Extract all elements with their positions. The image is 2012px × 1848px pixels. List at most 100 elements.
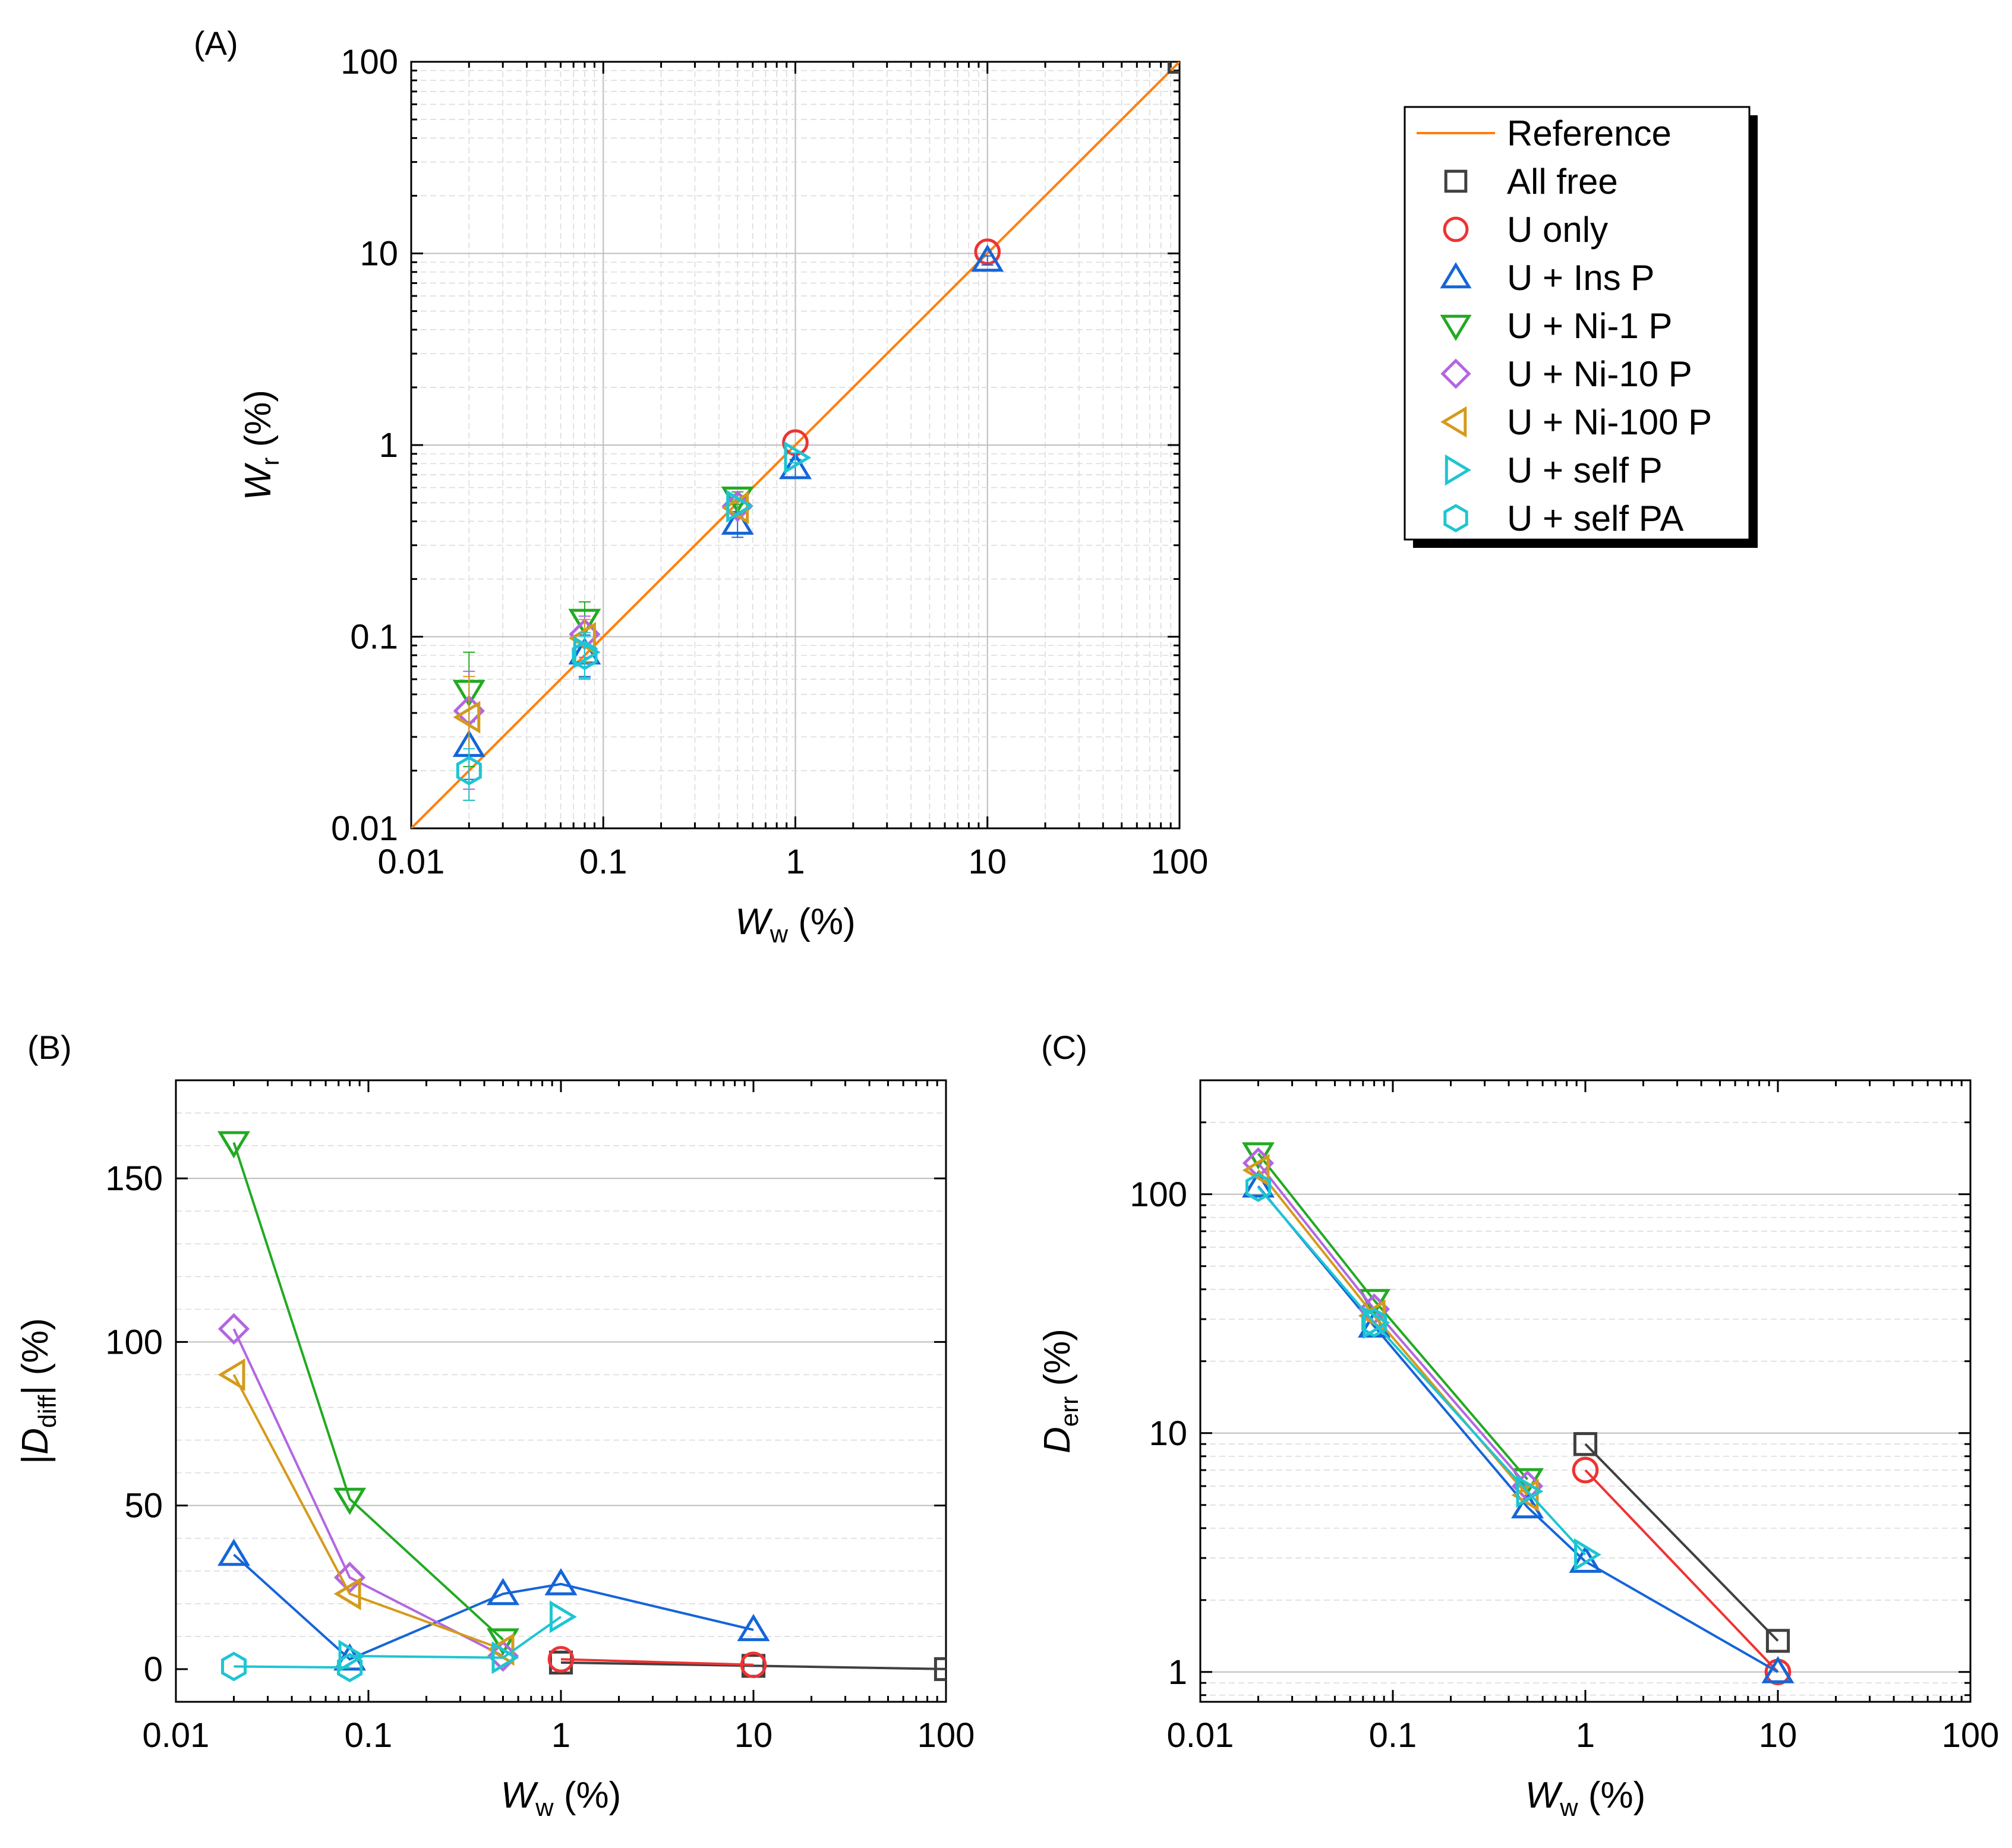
series-line	[1257, 1153, 1529, 1480]
data-point-u-self-p	[491, 1641, 519, 1674]
legend-entry-reference: Reference	[1417, 113, 1672, 153]
x-tick-label: 0.1	[345, 1716, 393, 1755]
legend-label: U only	[1507, 210, 1608, 250]
y-axis-label: Wr (%)	[238, 390, 284, 500]
data-point-all-free	[1167, 62, 1180, 74]
y-axis-label: |Ddiff| (%)	[15, 1318, 61, 1464]
x-tick-label: 1	[551, 1716, 570, 1755]
y-tick-label: 0.1	[350, 618, 398, 657]
series-line	[560, 1658, 754, 1666]
series-u-self-pa	[456, 636, 598, 801]
x-tick-label: 100	[1942, 1716, 2000, 1755]
series-line	[1257, 1186, 1376, 1324]
legend-entry-u-self-p: U + self P	[1445, 450, 1663, 490]
legend-marker-u-ni-100-p	[1440, 406, 1467, 438]
data-point-u-self-p	[1516, 1475, 1544, 1508]
legend-label: U + Ni-1 P	[1507, 306, 1672, 346]
plot-frame	[1199, 1079, 1972, 1703]
series-u-self-pa	[221, 1651, 363, 1683]
y-tick-label: 1	[1168, 1653, 1187, 1692]
series-line	[560, 1661, 946, 1670]
plot-area	[217, 1131, 946, 1683]
legend-marker-u-self-pa	[1443, 504, 1468, 532]
legend-entry-u-ni-1-p: U + Ni-1 P	[1440, 306, 1672, 346]
x-tick-label: 0.1	[579, 843, 627, 881]
panel-label: (C)	[1041, 1029, 1087, 1066]
x-tick-label: 0.01	[143, 1716, 210, 1755]
data-point-u-ni-1-p	[486, 1628, 520, 1656]
x-tick-label: 1	[786, 843, 805, 881]
data-point-u-self-pa	[572, 640, 598, 670]
y-tick-label: 1	[379, 426, 398, 465]
data-point-u-ni-100-p	[453, 701, 481, 734]
series-u-self-pa	[1245, 1172, 1387, 1338]
data-point-u-ins-p	[1761, 1655, 1795, 1683]
legend-entry-u-only: U only	[1443, 210, 1608, 250]
x-tick-label: 10	[968, 843, 1007, 881]
data-point-u-self-p	[550, 1600, 577, 1633]
data-point-u-self-p	[338, 1639, 366, 1673]
data-point-u-self-pa	[1361, 1308, 1387, 1338]
gridlines	[411, 62, 1180, 828]
series-line	[232, 1328, 504, 1657]
y-tick-label: 100	[340, 43, 398, 81]
y-tick-label: 0.01	[331, 809, 398, 848]
series-line	[232, 1374, 504, 1651]
series-u-ni-100-p	[217, 1358, 515, 1666]
x-tick-label: 100	[1151, 843, 1209, 881]
data-point-u-only	[740, 1651, 767, 1679]
series-u-ni-100-p	[453, 491, 749, 801]
legend-entry-u-ni-100-p: U + Ni-100 P	[1440, 402, 1712, 442]
plot-area	[1241, 1142, 1795, 1686]
series-u-only	[1572, 1456, 1792, 1686]
ticks: 0.01 0.1 1 10 100 0 50 100 150	[105, 1080, 975, 1755]
x-tick-label: 1	[1576, 1716, 1595, 1755]
series-line	[1373, 1322, 1587, 1556]
data-point-u-ni-1-p	[217, 1131, 251, 1159]
data-point-u-ni-100-p	[569, 622, 596, 655]
legend-entry-all-free: All free	[1444, 162, 1618, 201]
series-line	[234, 1665, 350, 1669]
x-tick-label: 0.01	[378, 843, 445, 881]
x-tick-label: 0.1	[1369, 1716, 1417, 1755]
legend-marker-u-self-p	[1445, 454, 1471, 486]
data-point-u-ins-p	[1241, 1170, 1275, 1198]
data-point-u-self-pa	[337, 1653, 363, 1683]
panel-label: (A)	[194, 24, 238, 62]
legend-entry-u-ni-10-p: U + Ni-10 P	[1440, 354, 1692, 394]
data-point-u-ins-p	[486, 1578, 520, 1606]
series-line	[349, 1616, 562, 1659]
chart-panel-a: 0.01 0.1 1 10 100 0.01 0.1 1 10 100 (A) Ww (%) Wr (%…	[194, 24, 1208, 948]
chart-panel-c: 0.01 0.1 1 10 100 1 10 100 (C) Ww (%) Derr (%)	[1037, 1029, 1999, 1821]
legend-label: U + Ins P	[1507, 258, 1654, 298]
gridlines	[1200, 1121, 1970, 1696]
y-tick-label: 10	[1149, 1414, 1187, 1453]
y-axis-label: Derr (%)	[1037, 1329, 1083, 1453]
legend-entry-u-ins-p: U + Ins P	[1440, 258, 1654, 298]
series-u-self-p	[1363, 1306, 1601, 1571]
data-point-u-self-pa	[456, 756, 482, 786]
data-point-all-free	[934, 1657, 946, 1682]
legend-marker-all-free	[1444, 169, 1468, 193]
series-u-ni-10-p	[1242, 1147, 1544, 1502]
x-tick-label: 10	[1759, 1716, 1797, 1755]
plot-area	[411, 62, 1180, 828]
data-point-u-ni-100-p	[333, 1577, 361, 1610]
ticks: 0.01 0.1 1 10 100 0.01 0.1 1 10 100	[331, 43, 1208, 881]
y-tick-label: 100	[1130, 1175, 1187, 1214]
legend-entry-u-self-pa: U + self PA	[1443, 499, 1683, 538]
data-point-u-ins-p	[971, 244, 1004, 272]
x-axis-label: Ww (%)	[501, 1775, 622, 1821]
data-point-u-ins-p	[737, 1614, 770, 1641]
data-point-u-only	[547, 1646, 575, 1673]
legend-marker-u-ins-p	[1440, 262, 1472, 289]
legend-label: U + Ni-100 P	[1507, 402, 1712, 442]
y-tick-label: 100	[105, 1323, 163, 1361]
data-point-u-self-pa	[221, 1651, 247, 1682]
legend-marker-u-ni-1-p	[1440, 314, 1472, 341]
data-point-u-ni-10-p	[333, 1562, 366, 1594]
series-u-only	[547, 1646, 767, 1679]
y-tick-label: 10	[359, 235, 398, 273]
y-tick-label: 50	[124, 1487, 163, 1525]
